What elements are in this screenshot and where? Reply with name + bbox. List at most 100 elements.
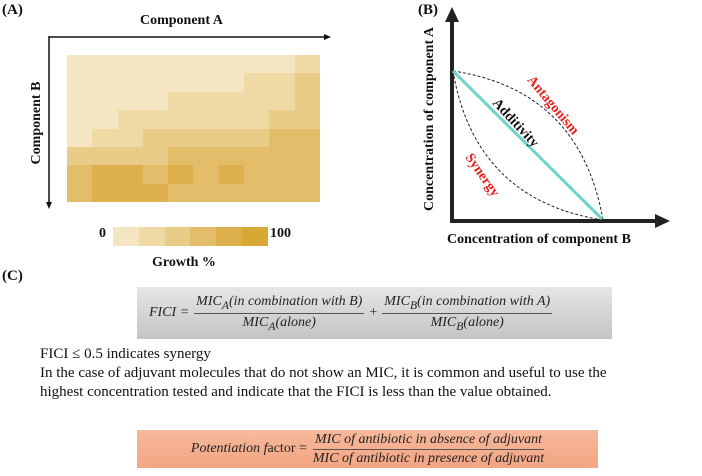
fici-term-b: MICB(in combination with A) MICB(alone) [382, 294, 553, 333]
pf-numerator: MIC of antibiotic in absence of adjuvant [312, 432, 545, 450]
y-arrowhead-icon [445, 7, 459, 22]
heatmap-cell [193, 55, 219, 74]
heatmap-cell [142, 73, 169, 92]
heatmap-cell [142, 183, 169, 202]
fici-synergy-note: FICI ≤ 0.5 indicates synergy [40, 346, 211, 362]
adjuvant-note-line2: highest concentration tested and indicat… [40, 384, 552, 400]
term-a-den-rest: (alone) [275, 314, 316, 330]
colorbar-swatch [113, 227, 139, 246]
heatmap-cell [142, 128, 169, 147]
heatmap-cell [193, 128, 219, 147]
heatmap-cell [218, 146, 245, 166]
heatmap-cell [117, 73, 143, 92]
pf-denominator: MIC of antibiotic in presence of adjuvan… [312, 450, 545, 466]
heatmap-cell [117, 110, 143, 129]
isobologram [445, 7, 670, 228]
adjuvant-note-line1: In the case of adjuvant molecules that d… [40, 365, 607, 381]
heatmap-cell [294, 146, 320, 166]
heatmap-cell [193, 110, 219, 129]
heatmap-cell [244, 128, 270, 147]
synergy-curve [452, 70, 604, 221]
colorbar-title: Growth % [152, 255, 216, 270]
panel-a-axes [46, 34, 331, 209]
heatmap-cell [117, 165, 143, 184]
heatmap-cell [218, 128, 245, 147]
x-arrowhead-icon [324, 34, 331, 40]
heatmap-cell [193, 91, 219, 111]
heatmap-cell [244, 183, 270, 202]
heatmap-cell [218, 73, 245, 92]
heatmap-cell [218, 110, 245, 129]
growth-heatmap [67, 55, 320, 202]
b-x-axis-label: Concentration of component B [447, 232, 631, 247]
term-b-den-sub: B [456, 319, 464, 333]
term-b-num-sub: B [409, 298, 418, 312]
colorbar-max-label: 100 [270, 226, 291, 241]
heatmap-cell [168, 128, 194, 147]
panel-a-label: (A) [2, 2, 23, 18]
term-a-num-sub: A [221, 298, 229, 312]
heatmap-cell [142, 55, 169, 74]
colorbar-min-label: 0 [99, 226, 106, 241]
heatmap-cell [142, 165, 169, 184]
heatmap-cell [269, 110, 295, 129]
heatmap-cell [244, 55, 270, 74]
heatmap-cell [294, 165, 320, 184]
term-b-den: MIC [430, 314, 457, 330]
heatmap-cell [92, 110, 118, 129]
heatmap-cell [269, 128, 295, 147]
heatmap-cell [168, 146, 194, 166]
heatmap-cell [67, 91, 93, 111]
heatmap-cell [244, 165, 270, 184]
heatmap-cell [294, 183, 320, 202]
heatmap-cell [142, 110, 169, 129]
heatmap-cell [244, 146, 270, 166]
heatmap-cell [117, 146, 143, 166]
pf-lhs-rest: actor = [267, 441, 307, 456]
heatmap-cell [294, 55, 320, 74]
panel-c-label: (C) [2, 268, 23, 284]
heatmap-cell [168, 73, 194, 92]
heatmap-cell [92, 91, 118, 111]
term-a-num: MIC [196, 293, 222, 309]
heatmap-cell [168, 55, 194, 74]
growth-colorbar [113, 227, 268, 246]
term-a-den-sub: A [268, 319, 276, 333]
heatmap-cell [117, 183, 143, 202]
colorbar-swatch [190, 227, 217, 246]
heatmap-cell [294, 128, 320, 147]
heatmap-cell [218, 91, 245, 111]
term-b-den-rest: (alone) [463, 314, 504, 330]
heatmap-cell [117, 55, 143, 74]
pf-lhs: Potentiation f [190, 441, 268, 456]
heatmap-cell [142, 91, 169, 111]
heatmap-cell [294, 91, 320, 111]
heatmap-cell [168, 91, 194, 111]
heatmap-cell [67, 128, 93, 147]
fici-lhs: FICI = [149, 305, 190, 320]
additivity-line [451, 69, 604, 221]
heatmap-cell [168, 110, 194, 129]
heatmap-cell [269, 55, 295, 74]
heatmap-cell [193, 73, 219, 92]
heatmap-cell [193, 165, 219, 184]
heatmap-cell [193, 146, 219, 166]
heatmap-cell [142, 146, 169, 166]
b-y-axis-label: Concentration of component A [422, 27, 437, 211]
colorbar-swatch [216, 227, 243, 246]
heatmap-cell [269, 91, 295, 111]
heatmap-cell [244, 110, 270, 129]
fici-term-a: MICA(in combination with B) MICA(alone) [194, 293, 365, 333]
heatmap-cell [218, 183, 245, 202]
heatmap-cell [92, 146, 118, 166]
heatmap-cell [244, 73, 270, 92]
potentiation-fraction: MIC of antibiotic in absence of adjuvant… [313, 432, 544, 467]
fici-formula-box: FICI = MICA(in combination with B) MICA(… [137, 287, 612, 339]
heatmap-cell [168, 165, 194, 184]
potentiation-formula-box: Potentiation factor = MIC of antibiotic … [137, 430, 598, 468]
heatmap-cell [269, 146, 295, 166]
plus-sign: + [369, 305, 378, 320]
colorbar-swatch [138, 227, 165, 246]
heatmap-cell [117, 128, 143, 147]
heatmap-cell [244, 91, 270, 111]
